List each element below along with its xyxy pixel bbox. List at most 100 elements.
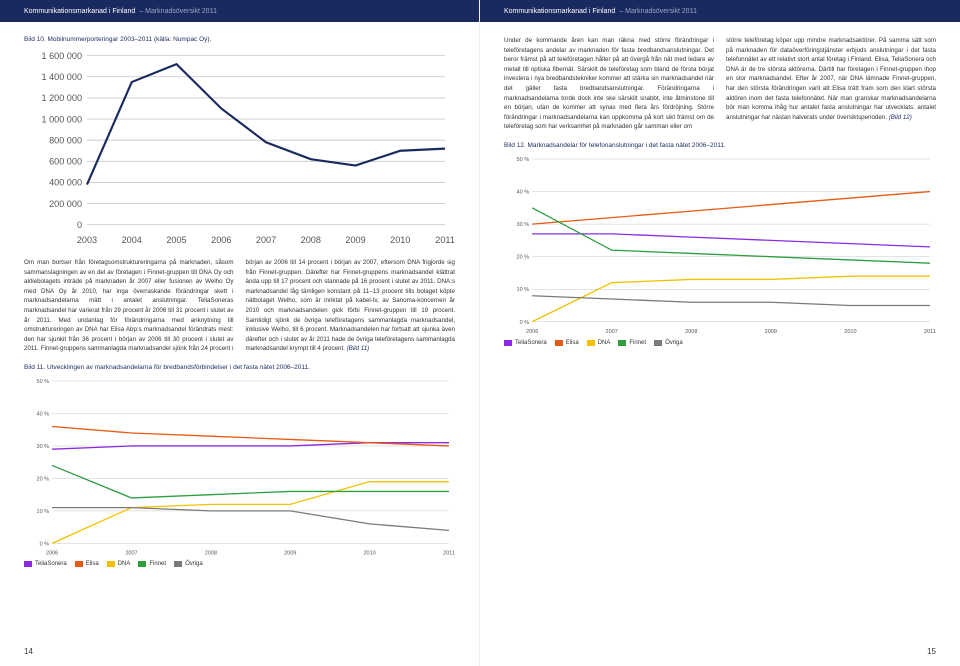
- svg-text:2005: 2005: [166, 235, 186, 245]
- body-right-col2-text: större teleföretag köper upp mindre mark…: [726, 37, 936, 121]
- svg-text:2007: 2007: [606, 329, 618, 335]
- svg-text:2007: 2007: [125, 550, 137, 556]
- svg-text:2011: 2011: [443, 550, 455, 556]
- svg-text:2009: 2009: [765, 329, 777, 335]
- svg-text:2006: 2006: [526, 329, 538, 335]
- legend-label: Elisa: [86, 561, 99, 567]
- legend-swatch: [618, 340, 626, 346]
- svg-text:40 %: 40 %: [37, 412, 50, 418]
- svg-text:30 %: 30 %: [37, 444, 50, 450]
- header-title-light-r: – Marknadsöversikt 2011: [619, 8, 697, 15]
- svg-text:2003: 2003: [77, 235, 97, 245]
- svg-text:20 %: 20 %: [37, 476, 50, 482]
- svg-text:2009: 2009: [345, 235, 365, 245]
- header-bar-right: Kommunikationsmarkanad i Finland – Markn…: [480, 0, 960, 22]
- legend-label: DNA: [598, 340, 611, 346]
- svg-text:2010: 2010: [390, 235, 410, 245]
- svg-text:2009: 2009: [284, 550, 296, 556]
- legend-item: Finnet: [138, 561, 166, 567]
- svg-text:2011: 2011: [435, 235, 455, 245]
- svg-text:2006: 2006: [211, 235, 231, 245]
- chart12-caption: Bild 12. Marknadsandelar för telefonansl…: [504, 142, 936, 149]
- legend-label: Finnet: [629, 340, 646, 346]
- chart12: 0 % 10 % 20 % 30 % 40 % 50 % 2006 2007 2008 2009 2…: [504, 155, 936, 346]
- svg-text:600 000: 600 000: [49, 157, 82, 167]
- legend-item: DNA: [107, 561, 131, 567]
- header-title-bold-r: Kommunikationsmarkanad i Finland: [504, 8, 615, 15]
- header-title-bold: Kommunikationsmarkanad i Finland: [24, 8, 135, 15]
- page-number-left: 14: [24, 647, 33, 656]
- legend-swatch: [138, 561, 146, 567]
- svg-text:1 200 000: 1 200 000: [41, 93, 82, 103]
- body-left-text: Om man bortser från företagsomstrukturer…: [24, 258, 455, 354]
- chart11-caption: Bild 11. Utvecklingen av marknadsandelar…: [24, 364, 455, 371]
- svg-text:2011: 2011: [924, 329, 936, 335]
- page-number-right: 15: [927, 647, 936, 656]
- svg-text:2006: 2006: [46, 550, 58, 556]
- svg-text:20 %: 20 %: [517, 255, 530, 261]
- legend-swatch: [24, 561, 32, 567]
- svg-text:10 %: 10 %: [37, 509, 50, 515]
- chart12-legend: TeliaSonera Elisa DNA Finnet Övriga: [504, 340, 936, 346]
- svg-text:2008: 2008: [205, 550, 217, 556]
- chart11-legend: TeliaSonera Elisa DNA Finnet Övriga: [24, 561, 455, 567]
- svg-text:200 000: 200 000: [49, 199, 82, 209]
- legend-swatch: [654, 340, 662, 346]
- page-left: Kommunikationsmarkanad i Finland – Markn…: [0, 0, 480, 666]
- chart10: 0 200 000 400 000 600 000 800 000 1 000 000 1 …: [24, 49, 455, 248]
- svg-text:1 000 000: 1 000 000: [41, 114, 82, 124]
- legend-swatch: [107, 561, 115, 567]
- legend-item: Elisa: [555, 340, 579, 346]
- body-right: Under de kommande åren kan man räkna med…: [504, 36, 936, 132]
- svg-text:1 600 000: 1 600 000: [41, 51, 82, 61]
- legend-swatch: [75, 561, 83, 567]
- body-right-col1: Under de kommande åren kan man räkna med…: [504, 36, 714, 132]
- legend-label: TeliaSonera: [515, 340, 547, 346]
- svg-text:1 400 000: 1 400 000: [41, 72, 82, 82]
- svg-text:0: 0: [77, 220, 82, 230]
- svg-text:800 000: 800 000: [49, 135, 82, 145]
- svg-text:0 %: 0 %: [40, 541, 50, 547]
- body-left-para: Om man bortser från företagsomstrukturer…: [24, 259, 455, 352]
- legend-label: DNA: [118, 561, 131, 567]
- legend-label: TeliaSonera: [35, 561, 67, 567]
- chart10-svg: 0 200 000 400 000 600 000 800 000 1 000 000 1 …: [24, 49, 455, 248]
- legend-item: Övriga: [174, 561, 203, 567]
- chart12-svg: 0 % 10 % 20 % 30 % 40 % 50 % 2006 2007 2008 2009 2…: [504, 155, 936, 336]
- svg-text:2008: 2008: [301, 235, 321, 245]
- svg-text:2007: 2007: [256, 235, 276, 245]
- legend-item: TeliaSonera: [24, 561, 67, 567]
- body-left-ref: (Bild 11): [347, 345, 370, 352]
- svg-text:2008: 2008: [685, 329, 697, 335]
- svg-text:40 %: 40 %: [517, 190, 530, 196]
- chart10-caption: Bild 10. Mobilnummerporteringar 2003–201…: [24, 36, 455, 43]
- header-title-light: – Marknadsöversikt 2011: [139, 8, 217, 15]
- page-right: Kommunikationsmarkanad i Finland – Markn…: [480, 0, 960, 666]
- svg-text:10 %: 10 %: [517, 287, 530, 293]
- legend-swatch: [555, 340, 563, 346]
- legend-label: Övriga: [185, 561, 203, 567]
- svg-text:30 %: 30 %: [517, 222, 530, 228]
- body-right-ref: (Bild 12): [889, 114, 912, 121]
- svg-text:2004: 2004: [122, 235, 142, 245]
- chart11-svg: 0 % 10 % 20 % 30 % 40 % 50 % 2006 2007 2008 2009 2…: [24, 377, 455, 557]
- svg-text:400 000: 400 000: [49, 178, 82, 188]
- legend-item: Övriga: [654, 340, 683, 346]
- svg-text:0 %: 0 %: [520, 320, 530, 326]
- svg-text:50 %: 50 %: [37, 379, 50, 385]
- page-spread: Kommunikationsmarkanad i Finland – Markn…: [0, 0, 960, 666]
- legend-label: Elisa: [566, 340, 579, 346]
- chart11: 0 % 10 % 20 % 30 % 40 % 50 % 2006 2007 2008 2009 2…: [24, 377, 455, 567]
- legend-label: Finnet: [149, 561, 166, 567]
- legend-swatch: [504, 340, 512, 346]
- legend-swatch: [174, 561, 182, 567]
- body-right-col2: större teleföretag köper upp mindre mark…: [726, 36, 936, 132]
- legend-item: Finnet: [618, 340, 646, 346]
- legend-item: Elisa: [75, 561, 99, 567]
- svg-text:2010: 2010: [844, 329, 856, 335]
- svg-text:2010: 2010: [363, 550, 375, 556]
- header-bar-left: Kommunikationsmarkanad i Finland – Markn…: [0, 0, 479, 22]
- legend-item: DNA: [587, 340, 611, 346]
- legend-swatch: [587, 340, 595, 346]
- svg-text:50 %: 50 %: [517, 157, 530, 163]
